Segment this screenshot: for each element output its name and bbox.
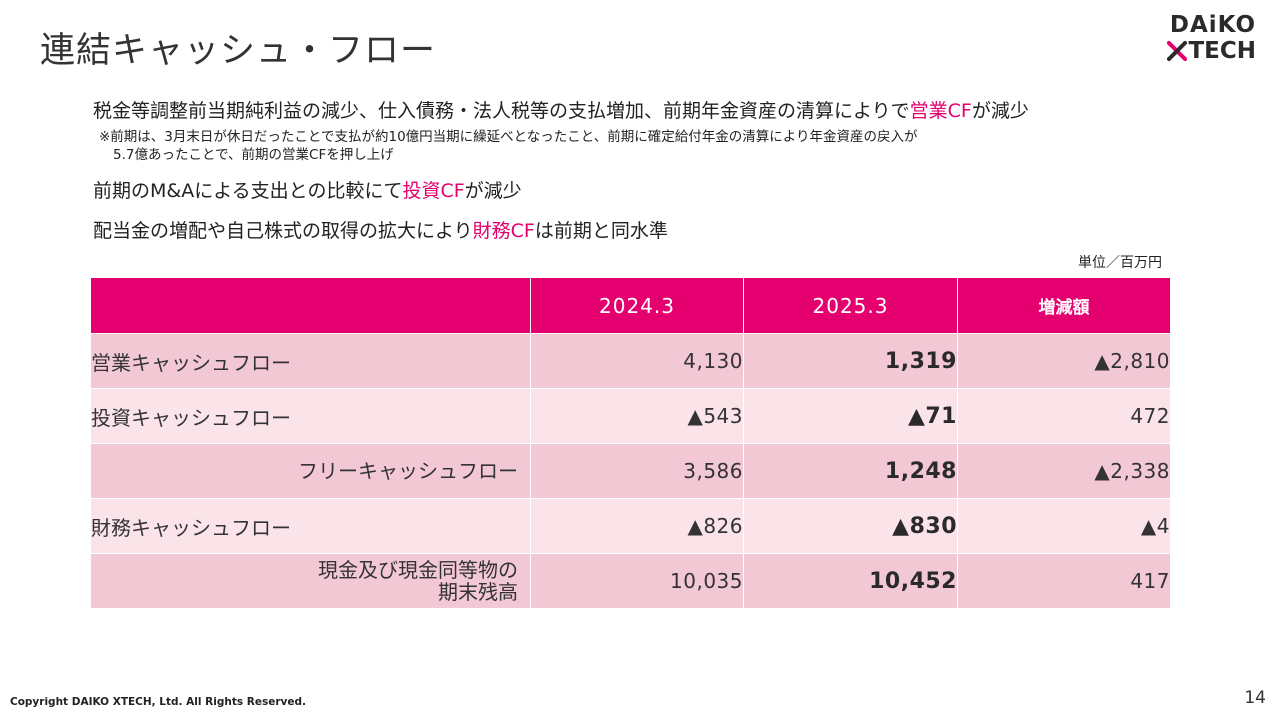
footnote-line-2: 5.7億あったことで、前期の営業CFを押し上げ [113,147,394,163]
row-label-operating: 営業キャッシュフロー [90,333,531,389]
bullet-financing-cf: 配当金の増配や自己株式の取得の拡大により財務CFは前期と同水準 [93,216,1193,246]
cell-change: 417 [957,553,1171,609]
row-label-line-2: 期末残高 [438,580,518,604]
bullet-highlight: 財務CF [472,220,535,242]
cell-change: 472 [957,388,1171,444]
page-number: 14 [1244,688,1266,708]
bullet-text: 配当金の増配や自己株式の取得の拡大により [93,220,473,242]
unit-label: 単位／百万円 [1078,255,1162,271]
bullet-text: が減少 [464,180,522,202]
row-label-cash-ending: 現金及び現金同等物の 期末残高 [90,553,531,609]
header-blank [90,277,531,334]
bullet-text: が減少 [971,100,1029,122]
bullet-text: 税金等調整前当期純利益の減少、仕入債務・法人税等の支払増加、前期年金資産の清算に… [93,100,910,122]
cell-2025: 1,319 [743,333,958,389]
copyright-footer: Copyright DAIKO XTECH, Ltd. All Rights R… [10,696,306,708]
cell-change: ▲2,810 [957,333,1171,389]
header-change: 増減額 [957,277,1171,334]
bullet-investing-cf: 前期のM&Aによる支出との比較にて投資CFが減少 [93,176,1193,206]
cash-flow-table: 2024.3 2025.3 増減額 営業キャッシュフロー 4,130 1,319… [90,277,1171,609]
bullet-highlight: 投資CF [402,180,465,202]
header-fy2024: 2024.3 [530,277,744,334]
table-row: 現金及び現金同等物の 期末残高 10,035 10,452 417 [90,553,1171,609]
logo-text-bottom: TECH [1156,38,1256,64]
cell-2025: 10,452 [743,553,958,609]
company-logo: DAiKO TECH [1156,12,1256,64]
cell-2024: 10,035 [530,553,744,609]
row-label-financing: 財務キャッシュフロー [90,498,531,554]
cell-2025: 1,248 [743,443,958,499]
bullet-text: 前期のM&Aによる支出との比較にて [93,180,403,202]
header-fy2025: 2025.3 [743,277,958,334]
row-label-line-1: 現金及び現金同等物の [318,558,518,582]
bullet-text: は前期と同水準 [534,220,668,242]
cell-2024: ▲543 [530,388,744,444]
summary-bullets: 税金等調整前当期純利益の減少、仕入債務・法人税等の支払増加、前期年金資産の清算に… [93,96,1193,246]
row-label-investing: 投資キャッシュフロー [90,388,531,444]
cell-2025: ▲830 [743,498,958,554]
cell-change: ▲4 [957,498,1171,554]
table-row: 営業キャッシュフロー 4,130 1,319 ▲2,810 [90,333,1171,389]
footnote-line-1: ※前期は、3月末日が休日だったことで支払が約10億円当期に繰延べとなったこと、前… [99,129,918,145]
row-label-free-cf: フリーキャッシュフロー [90,443,531,499]
cell-2024: 4,130 [530,333,744,389]
logo-x-icon [1167,41,1188,61]
logo-tech-text: TECH [1188,38,1256,64]
table-row: 財務キャッシュフロー ▲826 ▲830 ▲4 [90,498,1171,554]
table-header-row: 2024.3 2025.3 増減額 [90,277,1171,334]
cell-2025: ▲71 [743,388,958,444]
table-row: フリーキャッシュフロー 3,586 1,248 ▲2,338 [90,443,1171,499]
page-title: 連結キャッシュ・フロー [40,31,437,71]
cell-2024: 3,586 [530,443,744,499]
bullet-operating-cf: 税金等調整前当期純利益の減少、仕入債務・法人税等の支払増加、前期年金資産の清算に… [93,96,1193,126]
bullet-highlight: 営業CF [909,100,972,122]
logo-text-top: DAiKO [1169,12,1256,38]
table-row: 投資キャッシュフロー ▲543 ▲71 472 [90,388,1171,444]
cell-change: ▲2,338 [957,443,1171,499]
cell-2024: ▲826 [530,498,744,554]
